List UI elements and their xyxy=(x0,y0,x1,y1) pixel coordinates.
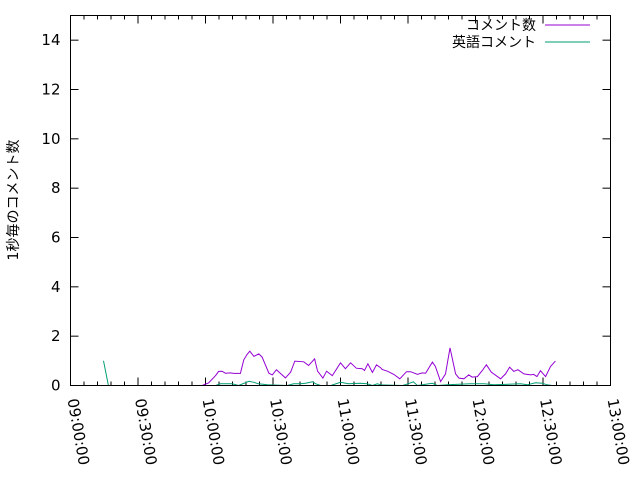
y-tick-label: 12 xyxy=(41,81,60,99)
x-tick-label: 09:30:00 xyxy=(131,397,160,466)
x-tick-label: 11:30:00 xyxy=(401,397,430,466)
y-tick-label: 6 xyxy=(51,229,61,247)
y-axis-label: 1秒毎のコメント数 xyxy=(6,140,22,261)
x-tick-label: 11:00:00 xyxy=(334,397,363,466)
ticks xyxy=(70,15,611,386)
x-tick-label: 10:30:00 xyxy=(266,397,295,466)
x-tick-label: 12:30:00 xyxy=(536,397,565,466)
x-tick-label: 10:00:00 xyxy=(199,397,228,466)
x-tick-label: 12:00:00 xyxy=(469,397,498,466)
x-tick-label: 09:00:00 xyxy=(64,397,93,466)
y-tick-label: 2 xyxy=(51,327,61,345)
y-tick-label: 8 xyxy=(51,179,61,197)
legend-label: 英語コメント xyxy=(452,34,536,51)
y-tick-label: 14 xyxy=(41,31,60,49)
y-tick-label: 10 xyxy=(41,130,60,148)
y-tick-label: 0 xyxy=(51,377,61,395)
plot-border xyxy=(70,15,611,386)
series-lines xyxy=(103,347,556,387)
legend-label: コメント数 xyxy=(466,18,536,34)
y-tick-label: 4 xyxy=(51,278,61,296)
series-line-1 xyxy=(201,347,556,386)
tick-labels: 0 2 4 6 8 10 12 14 09:00:00 09:30:00 10:00:00 10:30… xyxy=(41,31,633,466)
series-line-2 xyxy=(103,360,553,387)
x-tick-label: 13:00:00 xyxy=(604,397,633,466)
